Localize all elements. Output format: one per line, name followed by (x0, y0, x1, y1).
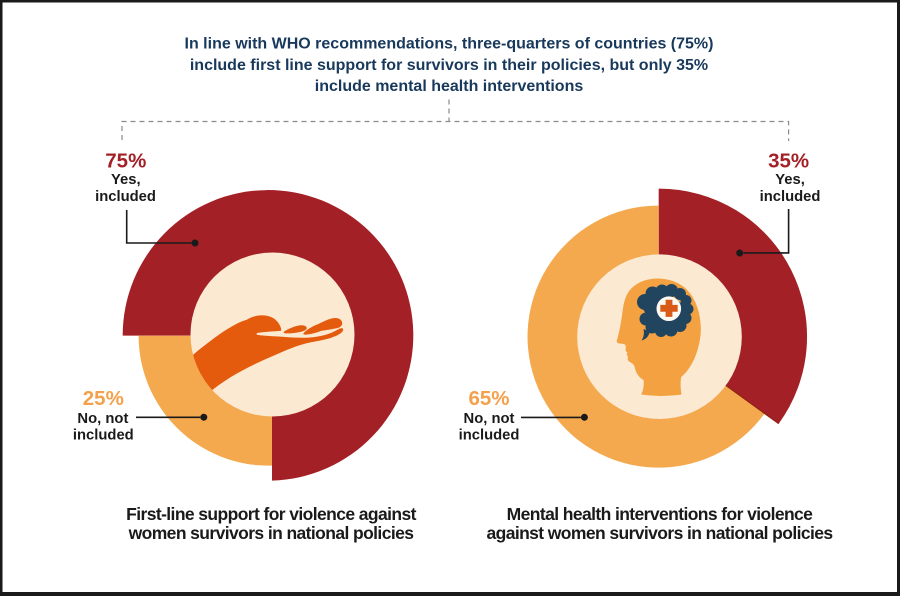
svg-text:included: included (73, 428, 134, 444)
svg-text:included: included (95, 189, 156, 205)
svg-text:include mental health interven: include mental health interventions (315, 78, 584, 95)
svg-text:against women survivors in nat: against women survivors in national poli… (486, 523, 833, 543)
svg-text:First-line support for violenc: First-line support for violence against (126, 504, 416, 524)
svg-text:included: included (459, 428, 520, 444)
svg-text:75%: 75% (105, 150, 146, 173)
svg-text:women survivors in national po: women survivors in national policies (128, 523, 415, 543)
svg-text:include first line support for: include first line support for survivors… (190, 57, 708, 74)
svg-text:In line with WHO recommendatio: In line with WHO recommendations, three-… (185, 36, 714, 53)
svg-text:No, not: No, not (77, 411, 128, 427)
svg-text:35%: 35% (768, 150, 809, 173)
svg-text:25%: 25% (83, 387, 124, 410)
svg-text:included: included (760, 189, 821, 205)
svg-text:No, not: No, not (464, 411, 515, 427)
svg-text:Mental health interventions fo: Mental health interventions for violence (507, 504, 814, 524)
svg-text:Yes,: Yes, (775, 172, 805, 188)
svg-text:Yes,: Yes, (111, 172, 141, 188)
svg-text:65%: 65% (468, 387, 509, 410)
